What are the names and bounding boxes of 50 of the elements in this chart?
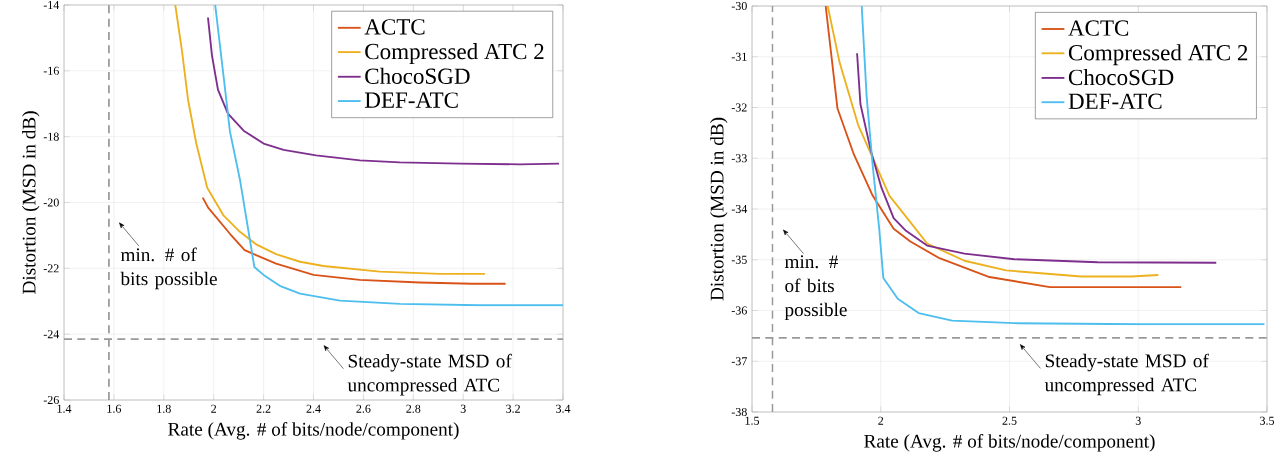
x-tick-label: 1.8 <box>157 404 171 413</box>
y-axis-title: Distortion (MSD in dB) <box>710 117 728 301</box>
y-axis-title: Distortion (MSD in dB) <box>22 111 40 294</box>
y-tick-label: -34 <box>731 204 748 214</box>
y-tick-label: -38 <box>731 407 747 417</box>
legend-label: Compressed ATC 2 <box>1068 44 1248 66</box>
ref-line-label: min. # of bits possible <box>784 255 847 321</box>
x-tick-label: 3.2 <box>506 404 520 413</box>
y-tick-label: -16 <box>43 66 59 75</box>
x-tick-label: 1.5 <box>745 416 760 425</box>
y-tick-label: -18 <box>43 132 59 141</box>
line-series <box>860 6 1266 326</box>
x-tick-label: 3 <box>1135 416 1141 425</box>
y-tick-label: -37 <box>731 357 747 366</box>
y-tick-label: -31 <box>731 52 747 61</box>
x-tick-label: 3.5 <box>1260 416 1275 425</box>
x-tick-label: 2.5 <box>1002 416 1017 425</box>
x-axis-title: Rate (Avg. # of bits/node/component) <box>168 422 459 440</box>
legend-label: DEF-ATC <box>1068 93 1162 110</box>
y-tick-label: -14 <box>43 1 60 9</box>
x-tick-label: 1.4 <box>57 404 72 413</box>
legend-label: Compressed ATC 2 <box>365 43 544 65</box>
y-tick-label: -24 <box>43 330 60 339</box>
y-tick-label: -20 <box>43 198 59 207</box>
y-tick-label: -26 <box>43 395 59 405</box>
ref-line-label: min. # of bits possible <box>120 247 217 290</box>
line-series <box>207 16 560 166</box>
x-tick-label: 2.4 <box>306 404 321 413</box>
legend-label: ACTC <box>364 19 425 35</box>
legend-label: ChocoSGD <box>365 67 470 84</box>
x-tick-label: 2.6 <box>356 404 371 413</box>
legend-label: DEF-ATC <box>364 92 458 108</box>
x-tick-label: 3.4 <box>556 404 571 413</box>
x-tick-label: 3 <box>460 404 466 413</box>
x-axis-title: Rate (Avg. # of bits/node/component) <box>864 433 1155 452</box>
legend-label: ACTC <box>1068 20 1129 36</box>
y-tick-label: -35 <box>731 255 747 264</box>
x-tick-label: 1.6 <box>107 404 122 413</box>
ref-line-label: Steady-state MSD of uncompressed ATC <box>1044 353 1209 396</box>
x-tick-label: 2 <box>878 416 884 425</box>
x-tick-label: 2.8 <box>406 404 421 413</box>
y-tick-label: -30 <box>731 1 747 11</box>
legend-label: ChocoSGD <box>1068 68 1174 86</box>
y-tick-label: -36 <box>731 306 747 315</box>
y-tick-label: -33 <box>731 154 747 163</box>
y-tick-label: -32 <box>731 103 747 112</box>
x-tick-label: 2 <box>211 404 217 413</box>
y-tick-label: -22 <box>43 264 59 273</box>
ref-line-label: Steady-state MSD of uncompressed ATC <box>347 353 512 396</box>
x-tick-label: 2.2 <box>256 404 271 413</box>
